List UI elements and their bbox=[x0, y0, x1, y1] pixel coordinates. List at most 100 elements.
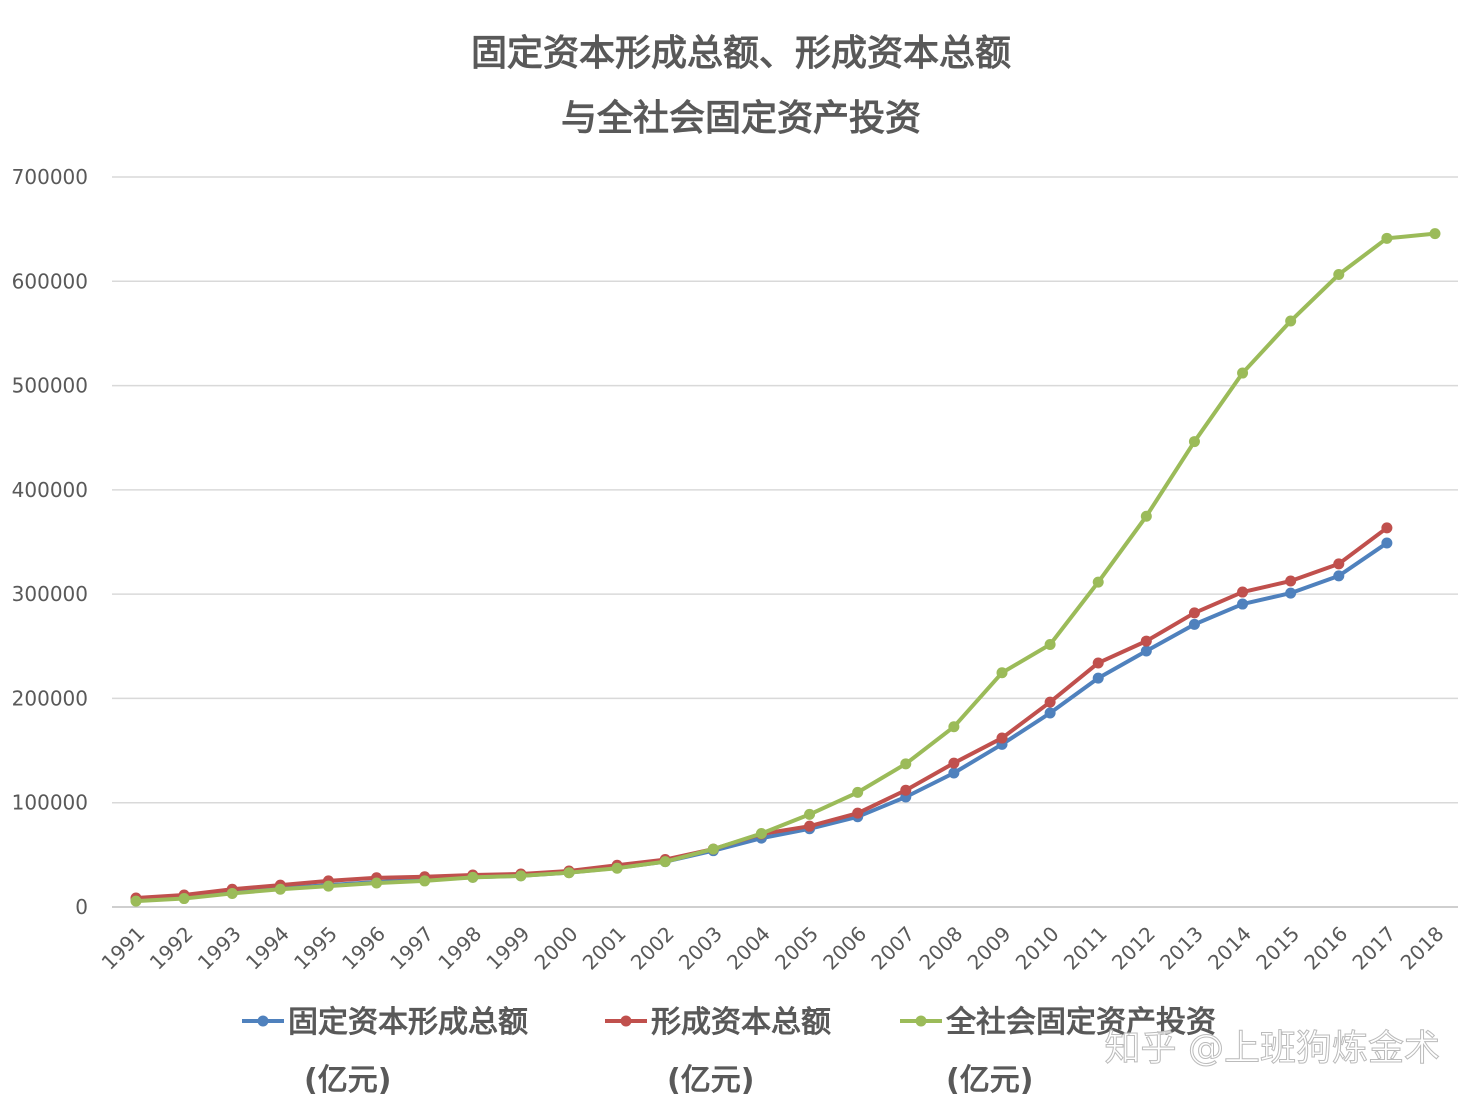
y-tick-label: 300000 bbox=[12, 582, 88, 606]
x-tick-label: 2011 bbox=[1059, 922, 1112, 975]
legend: 固定资本形成总额 (亿元) 形成资本总额 (亿元) 全社会固定资产投资 (亿元) bbox=[242, 1005, 1216, 1098]
data-point bbox=[1429, 228, 1441, 240]
data-point bbox=[1285, 315, 1297, 327]
data-point bbox=[1237, 586, 1249, 598]
data-point bbox=[371, 877, 383, 889]
data-point bbox=[178, 893, 190, 905]
data-point bbox=[515, 870, 527, 882]
legend-label: 形成资本总额 bbox=[651, 1005, 831, 1040]
x-tick-label: 1998 bbox=[433, 922, 486, 975]
data-point bbox=[322, 880, 334, 892]
chart-title-line-1: 固定资本形成总额、形成资本总额 bbox=[471, 33, 1011, 74]
y-tick-label: 200000 bbox=[12, 686, 88, 710]
data-point bbox=[852, 807, 864, 819]
data-point bbox=[130, 895, 142, 907]
x-tick-label: 2000 bbox=[530, 922, 583, 975]
y-tick-label: 700000 bbox=[12, 165, 88, 189]
y-axis-ticks: 0 100000 200000 300000 400000 500000 600000 700… bbox=[12, 165, 88, 919]
data-point bbox=[1237, 598, 1249, 610]
x-tick-label: 2012 bbox=[1107, 922, 1160, 975]
y-tick-label: 500000 bbox=[12, 374, 88, 398]
x-tick-label: 1991 bbox=[97, 922, 150, 975]
series-line bbox=[135, 541, 1389, 903]
data-point bbox=[1333, 558, 1345, 570]
x-tick-label: 2001 bbox=[578, 922, 631, 975]
y-tick-label: 400000 bbox=[12, 478, 88, 502]
data-point bbox=[900, 784, 912, 796]
legend-item-0: 固定资本形成总额 (亿元) bbox=[242, 1005, 528, 1098]
data-point bbox=[1140, 635, 1152, 647]
data-point bbox=[1381, 232, 1393, 244]
x-tick-label: 2007 bbox=[866, 922, 919, 975]
x-tick-label: 2010 bbox=[1011, 922, 1064, 975]
x-tick-label: 2002 bbox=[626, 922, 679, 975]
data-point bbox=[948, 757, 960, 769]
x-tick-label: 2017 bbox=[1347, 922, 1400, 975]
data-point bbox=[419, 875, 431, 887]
x-tick-label: 2005 bbox=[770, 922, 823, 975]
data-point bbox=[659, 856, 671, 868]
x-tick-label: 2015 bbox=[1251, 922, 1304, 975]
x-tick-label: 2013 bbox=[1155, 922, 1208, 975]
y-tick-label: 100000 bbox=[12, 791, 88, 815]
series-group bbox=[130, 228, 1441, 907]
x-tick-label: 1997 bbox=[385, 922, 438, 975]
data-point bbox=[1188, 618, 1200, 630]
data-point bbox=[1285, 575, 1297, 587]
x-tick-label: 1996 bbox=[337, 922, 390, 975]
data-point bbox=[1092, 672, 1104, 684]
x-tick-label: 1994 bbox=[241, 922, 294, 975]
data-point bbox=[948, 721, 960, 733]
series-2 bbox=[130, 228, 1441, 907]
data-point bbox=[1333, 570, 1345, 582]
x-tick-label: 2016 bbox=[1299, 922, 1352, 975]
x-tick-label: 2004 bbox=[722, 922, 775, 975]
x-tick-label: 2003 bbox=[674, 922, 727, 975]
data-point bbox=[467, 871, 479, 883]
data-point bbox=[1044, 707, 1056, 719]
series-line bbox=[135, 231, 1436, 904]
data-point bbox=[1092, 576, 1104, 588]
legend-marker-dot bbox=[915, 1015, 927, 1027]
x-tick-label: 2009 bbox=[963, 922, 1016, 975]
data-point bbox=[563, 867, 575, 879]
legend-item-2: 全社会固定资产投资 (亿元) bbox=[900, 1005, 1216, 1098]
legend-label: 全社会固定资产投资 bbox=[945, 1005, 1216, 1040]
data-point bbox=[274, 883, 286, 895]
gridlines bbox=[112, 176, 1458, 908]
series-0 bbox=[130, 537, 1393, 906]
y-tick-label: 0 bbox=[75, 895, 88, 919]
data-point bbox=[755, 827, 767, 839]
data-point bbox=[948, 767, 960, 779]
data-point bbox=[1044, 639, 1056, 651]
data-point bbox=[900, 758, 912, 770]
data-point bbox=[1188, 607, 1200, 619]
x-tick-label: 2018 bbox=[1396, 922, 1449, 975]
y-tick-label: 600000 bbox=[12, 269, 88, 293]
data-point bbox=[1285, 587, 1297, 599]
x-axis-ticks: 1991199219931994199519961997199819992000… bbox=[97, 922, 1449, 975]
x-tick-label: 1995 bbox=[289, 922, 342, 975]
x-tick-label: 1992 bbox=[145, 922, 198, 975]
legend-unit: (亿元) bbox=[304, 1063, 391, 1098]
x-tick-label: 1993 bbox=[193, 922, 246, 975]
data-point bbox=[1044, 696, 1056, 708]
data-point bbox=[611, 862, 623, 874]
data-point bbox=[226, 887, 238, 899]
data-point bbox=[1140, 645, 1152, 657]
legend-unit: (亿元) bbox=[667, 1063, 754, 1098]
data-point bbox=[1237, 367, 1249, 379]
data-point bbox=[1381, 522, 1393, 534]
data-point bbox=[1140, 510, 1152, 522]
data-point bbox=[804, 820, 816, 832]
data-point bbox=[852, 786, 864, 798]
chart-title-line-2: 与全社会固定资产投资 bbox=[561, 97, 921, 139]
data-point bbox=[1188, 436, 1200, 448]
x-tick-label: 1999 bbox=[481, 922, 534, 975]
watermark: 知乎 @上班狗炼金术 bbox=[1105, 1028, 1440, 1069]
legend-item-1: 形成资本总额 (亿元) bbox=[605, 1005, 831, 1098]
data-point bbox=[1092, 657, 1104, 669]
legend-unit: (亿元) bbox=[946, 1063, 1033, 1098]
legend-marker-dot bbox=[257, 1015, 269, 1027]
